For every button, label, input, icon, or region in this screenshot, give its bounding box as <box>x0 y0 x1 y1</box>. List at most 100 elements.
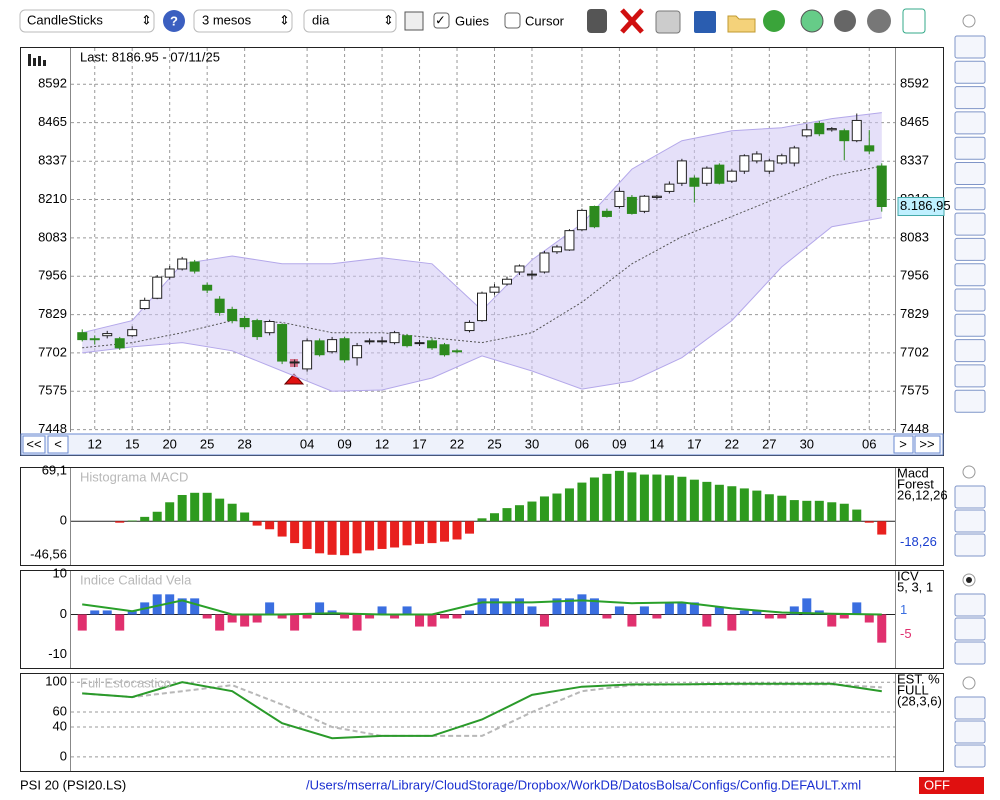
tool-button[interactable] <box>954 136 986 160</box>
bar <box>502 602 512 615</box>
open-icon[interactable] <box>727 15 756 33</box>
x-tick-label: 17 <box>687 436 701 451</box>
select-arrow: ⇕ <box>383 12 394 27</box>
candle-body <box>139 299 150 310</box>
status-box[interactable] <box>919 777 984 794</box>
tool-button[interactable] <box>954 593 986 617</box>
settings-icon[interactable] <box>867 9 891 33</box>
tool-button[interactable] <box>954 86 986 110</box>
tool-button[interactable] <box>954 617 986 641</box>
bar <box>390 614 400 619</box>
bar <box>564 598 574 615</box>
series-line <box>82 683 882 737</box>
tool-button[interactable] <box>954 35 986 59</box>
calendar-icon[interactable] <box>902 8 926 34</box>
candle-body <box>177 258 188 270</box>
tool-button[interactable] <box>954 339 986 363</box>
tool-button[interactable] <box>954 313 986 337</box>
tool-button[interactable] <box>954 641 986 665</box>
radio[interactable] <box>962 14 976 28</box>
x-tick-label: 17 <box>412 436 426 451</box>
bar <box>365 614 375 619</box>
bar <box>689 602 699 615</box>
candle-body <box>402 335 413 347</box>
candle-body <box>464 321 475 332</box>
candle-body <box>289 361 300 364</box>
bar <box>552 493 562 522</box>
chart-type-select[interactable] <box>19 9 155 33</box>
tool-button[interactable] <box>954 237 986 261</box>
tool-button[interactable] <box>954 533 986 557</box>
y-tick-label: 8083 <box>900 229 929 244</box>
bar <box>465 521 475 534</box>
tool-button[interactable] <box>954 263 986 287</box>
bar <box>165 594 175 615</box>
cursor-checkbox[interactable] <box>504 12 521 29</box>
x-tick-label: 15 <box>125 436 139 451</box>
bar <box>127 520 137 522</box>
tool-button[interactable] <box>954 485 986 509</box>
y-tick-label: 7575 <box>900 383 929 398</box>
bar <box>789 606 799 615</box>
tool-button[interactable] <box>954 187 986 211</box>
candle-body <box>864 145 875 152</box>
last-value: -18,26 <box>900 534 937 549</box>
guides-checkbox[interactable] <box>433 12 450 29</box>
bar <box>227 503 237 522</box>
bar <box>664 475 674 522</box>
help-icon: ? <box>170 13 178 28</box>
bar <box>265 602 275 615</box>
tool-button[interactable] <box>954 111 986 135</box>
bar <box>777 495 787 522</box>
interval-select[interactable] <box>303 9 397 33</box>
config-path[interactable]: /Users/mserra/Library/CloudStorage/Dropb… <box>306 777 861 792</box>
sync-icon[interactable] <box>800 9 824 33</box>
sidebar <box>954 35 986 768</box>
bar <box>252 521 262 526</box>
candle-body <box>676 160 687 184</box>
tool-button[interactable] <box>954 60 986 84</box>
tool-button[interactable] <box>954 212 986 236</box>
euro-icon[interactable] <box>834 10 856 32</box>
help-button[interactable] <box>163 10 185 32</box>
icv-frame <box>20 570 944 669</box>
tool-button[interactable] <box>954 364 986 388</box>
nav-button[interactable] <box>22 435 46 454</box>
bar <box>365 521 375 551</box>
candle-body <box>601 210 612 217</box>
bar <box>802 500 812 522</box>
nav-first: << <box>26 436 41 451</box>
y-tick-label: -46,56 <box>30 547 67 562</box>
refresh-icon[interactable] <box>763 10 785 32</box>
nav-button[interactable] <box>914 435 941 454</box>
tool-button[interactable] <box>954 509 986 533</box>
y-tick-label: 8337 <box>38 153 67 168</box>
chart-icon[interactable] <box>404 11 424 31</box>
tool-button[interactable] <box>954 744 986 768</box>
bar <box>502 508 512 522</box>
bar <box>752 610 762 615</box>
tool-button[interactable] <box>954 162 986 185</box>
tool-button[interactable] <box>954 389 986 413</box>
save-icon[interactable] <box>694 11 716 33</box>
tool-button[interactable] <box>954 288 986 312</box>
print-icon[interactable] <box>655 10 681 34</box>
nav-button[interactable] <box>893 435 914 454</box>
y-tick-label: 7448 <box>38 421 67 436</box>
radio[interactable] <box>962 465 976 479</box>
candle-body <box>339 338 350 361</box>
bar <box>577 482 587 522</box>
tool-button[interactable] <box>954 720 986 744</box>
radio[interactable] <box>962 676 976 690</box>
bar <box>652 474 662 522</box>
stoch-title: Full Estocastico <box>80 675 171 690</box>
delete-icon[interactable] <box>620 8 644 34</box>
period-select[interactable] <box>193 9 293 33</box>
y-tick-label: 7956 <box>900 268 929 283</box>
indicator-label: 5, 3, 1 <box>897 579 933 594</box>
bar <box>177 598 187 615</box>
trash-icon[interactable] <box>587 9 607 33</box>
candle-body <box>651 195 662 198</box>
tool-button[interactable] <box>954 696 986 720</box>
nav-button[interactable] <box>47 435 69 454</box>
